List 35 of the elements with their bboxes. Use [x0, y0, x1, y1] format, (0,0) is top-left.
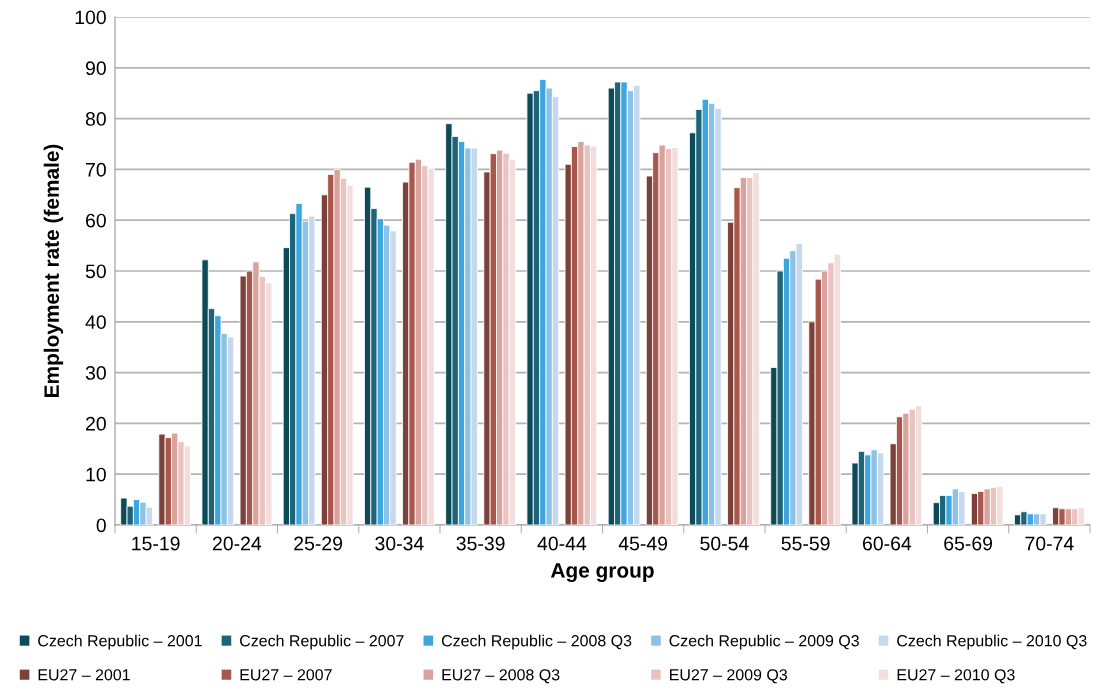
legend-label: EU27 – 2007 — [240, 669, 332, 681]
y-tick-label: 70 — [86, 162, 106, 177]
x-tick-label: 15-19 — [132, 536, 180, 551]
legend-label: EU27 – 2010 Q3 — [897, 669, 1015, 684]
x-tick-label: 35-39 — [456, 536, 505, 551]
y-axis-title: Employment rate (female) — [43, 144, 64, 397]
legend-label: Czech Republic – 2007 — [240, 634, 404, 650]
y-tick-label: 80 — [85, 112, 106, 126]
y-tick-label: 10 — [86, 467, 106, 482]
y-tick-label: 100 — [75, 10, 106, 25]
legend-label: Czech Republic – 2001 — [38, 634, 202, 650]
x-axis-title: Age group — [550, 563, 654, 582]
y-tick-label: 20 — [86, 416, 106, 431]
x-tick-label: 40-44 — [537, 536, 587, 551]
x-tick-label: 65-69 — [944, 536, 993, 551]
legend-label: Czech Republic – 2009 Q3 — [669, 634, 859, 650]
y-tick-label: 90 — [85, 61, 106, 76]
x-tick-label: 60-64 — [863, 536, 912, 551]
y-tick-label: 60 — [86, 213, 106, 228]
y-tick-label: 50 — [85, 264, 106, 279]
x-tick-label: 45-49 — [618, 536, 668, 551]
x-tick-label: 55-59 — [781, 536, 830, 551]
x-tick-label: 30-34 — [375, 536, 424, 551]
legend-label: EU27 – 2001 — [38, 669, 130, 681]
y-tick-label: 30 — [85, 366, 106, 380]
legend-label: EU27 – 2009 Q3 — [670, 669, 788, 684]
x-tick-label: 50-54 — [700, 536, 749, 551]
y-tick-label: 0 — [96, 518, 106, 533]
x-tick-label: 25-29 — [294, 536, 343, 551]
legend-label: EU27 – 2008 Q3 — [442, 669, 560, 684]
y-tick-label: 40 — [85, 315, 106, 330]
legend-label: Czech Republic – 2010 Q3 — [897, 634, 1087, 650]
legend-label: Czech Republic – 2008 Q3 — [441, 634, 632, 650]
x-tick-label: 70-74 — [1025, 536, 1074, 551]
x-tick-label: 20-24 — [212, 536, 262, 551]
